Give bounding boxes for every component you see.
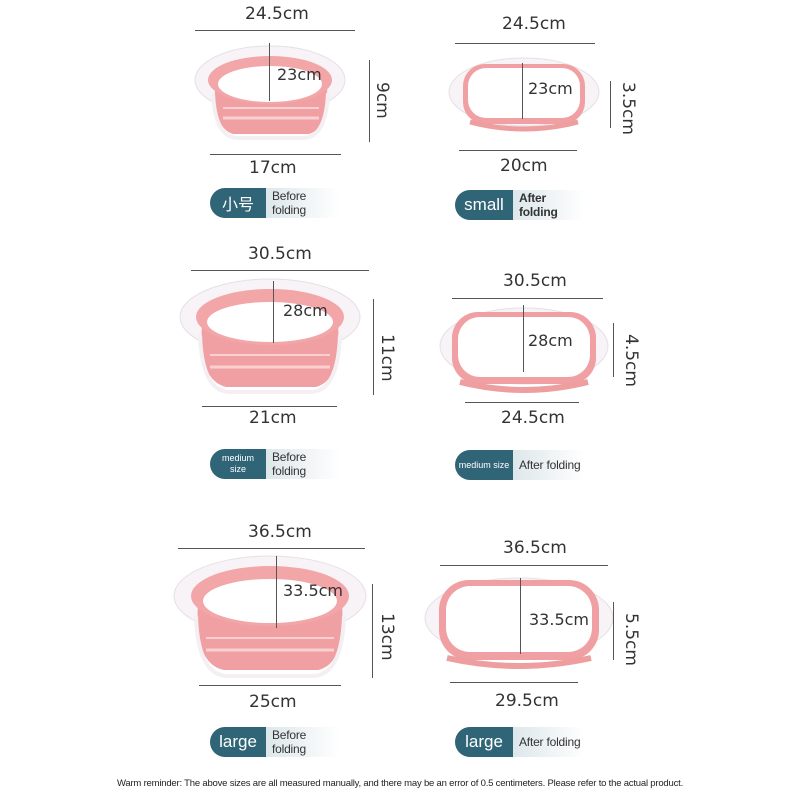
badge-state: After folding: [513, 727, 585, 757]
height-line: [613, 602, 614, 660]
badge-size-line: size: [229, 464, 246, 474]
basin-image: [424, 577, 614, 669]
inner-line: [276, 556, 277, 628]
width-label: 30.5cm: [248, 244, 312, 264]
height-line: [369, 60, 370, 142]
bottom-line: [465, 402, 579, 403]
inner-label: 28cm: [283, 301, 328, 320]
inner-label: 23cm: [277, 65, 322, 84]
bottom-label: 17cm: [249, 158, 297, 178]
inner-label: 23cm: [528, 79, 573, 98]
height-label: 5.5cm: [621, 613, 641, 666]
basin-image: [173, 555, 367, 678]
badge-state: Before folding: [266, 188, 340, 218]
badge-size: small: [455, 190, 513, 220]
inner-line: [269, 43, 270, 101]
badge-size: medium size: [210, 449, 266, 479]
bottom-line: [459, 150, 577, 151]
width-line: [178, 548, 365, 549]
height-label: 13cm: [377, 613, 397, 661]
height-label: 11cm: [377, 334, 397, 382]
basin-image: [179, 278, 361, 394]
inner-line: [523, 305, 524, 372]
badge-size: medium size: [455, 450, 513, 480]
width-label: 24.5cm: [245, 4, 309, 24]
inner-label: 33.5cm: [529, 610, 590, 629]
size-badge: medium size Before folding: [210, 449, 340, 479]
bottom-label: 25cm: [249, 692, 297, 712]
bottom-label: 24.5cm: [501, 408, 565, 428]
inner-label: 28cm: [528, 331, 573, 350]
badge-state: After folding: [513, 190, 585, 220]
bottom-line: [199, 685, 341, 686]
height-label: 9cm: [372, 82, 392, 119]
badge-size: large: [455, 727, 513, 757]
width-line: [195, 30, 355, 31]
width-label: 36.5cm: [248, 522, 312, 542]
footnote: Warm reminder: The above sizes are all m…: [116, 778, 684, 789]
badge-state: Before folding: [266, 727, 340, 757]
width-line: [440, 565, 608, 566]
bottom-label: 21cm: [249, 408, 297, 428]
badge-size: 小号: [210, 188, 266, 218]
size-badge: large After folding: [455, 727, 585, 757]
height-label: 4.5cm: [621, 334, 641, 387]
bottom-label: 29.5cm: [495, 691, 559, 711]
size-badge: 小号 Before folding: [210, 188, 340, 218]
bottom-line: [202, 406, 337, 407]
height-line: [610, 81, 611, 128]
inner-label: 33.5cm: [283, 581, 344, 600]
width-label: 36.5cm: [503, 538, 567, 558]
height-label: 3.5cm: [618, 82, 638, 135]
inner-line: [522, 63, 523, 119]
width-line: [452, 298, 603, 299]
basin-image: [439, 307, 609, 393]
size-badge: large Before folding: [210, 727, 340, 757]
inner-line: [520, 578, 521, 654]
badge-size: large: [210, 727, 266, 757]
badge-state: After folding: [513, 450, 585, 480]
width-line: [191, 270, 369, 271]
width-line: [455, 43, 595, 44]
basin-image: [448, 57, 600, 132]
inner-line: [273, 281, 274, 343]
basin-image: [194, 45, 346, 140]
bottom-label: 20cm: [500, 156, 548, 176]
height-line: [613, 323, 614, 377]
size-badge: medium size After folding: [455, 450, 585, 480]
height-line: [372, 584, 373, 678]
width-label: 24.5cm: [502, 14, 566, 34]
width-label: 30.5cm: [503, 271, 567, 291]
badge-state: Before folding: [266, 449, 340, 479]
height-line: [373, 299, 374, 395]
bottom-line: [450, 682, 578, 683]
size-badge: small After folding: [455, 190, 585, 220]
badge-size-line: medium: [221, 453, 254, 463]
bottom-line: [210, 154, 341, 155]
